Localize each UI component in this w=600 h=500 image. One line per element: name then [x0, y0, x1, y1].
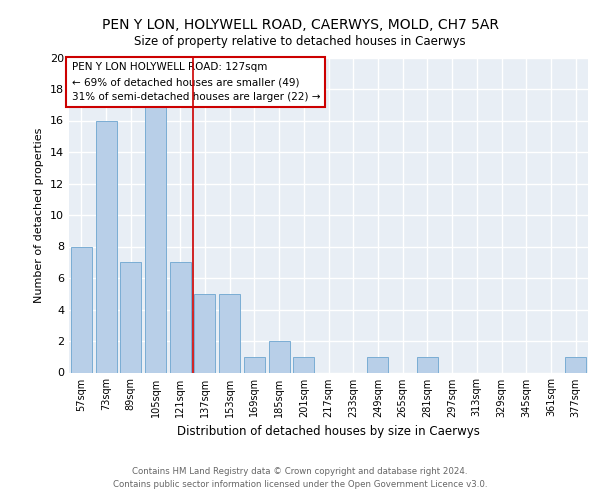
Bar	[269, 341, 290, 372]
Text: Contains HM Land Registry data © Crown copyright and database right 2024.
Contai: Contains HM Land Registry data © Crown c…	[113, 467, 487, 489]
Bar	[71, 246, 92, 372]
Text: PEN Y LON HOLYWELL ROAD: 127sqm
← 69% of detached houses are smaller (49)
31% of: PEN Y LON HOLYWELL ROAD: 127sqm ← 69% of…	[71, 62, 320, 102]
Text: Size of property relative to detached houses in Caerwys: Size of property relative to detached ho…	[134, 35, 466, 48]
Bar	[244, 357, 265, 372]
Bar	[145, 105, 166, 372]
Text: PEN Y LON, HOLYWELL ROAD, CAERWYS, MOLD, CH7 5AR: PEN Y LON, HOLYWELL ROAD, CAERWYS, MOLD,…	[101, 18, 499, 32]
Bar	[219, 294, 240, 372]
Bar	[120, 262, 141, 372]
Bar	[95, 120, 116, 372]
X-axis label: Distribution of detached houses by size in Caerwys: Distribution of detached houses by size …	[177, 425, 480, 438]
Bar	[367, 357, 388, 372]
Bar	[194, 294, 215, 372]
Bar	[417, 357, 438, 372]
Y-axis label: Number of detached properties: Number of detached properties	[34, 128, 44, 302]
Bar	[293, 357, 314, 372]
Bar	[170, 262, 191, 372]
Bar	[565, 357, 586, 372]
